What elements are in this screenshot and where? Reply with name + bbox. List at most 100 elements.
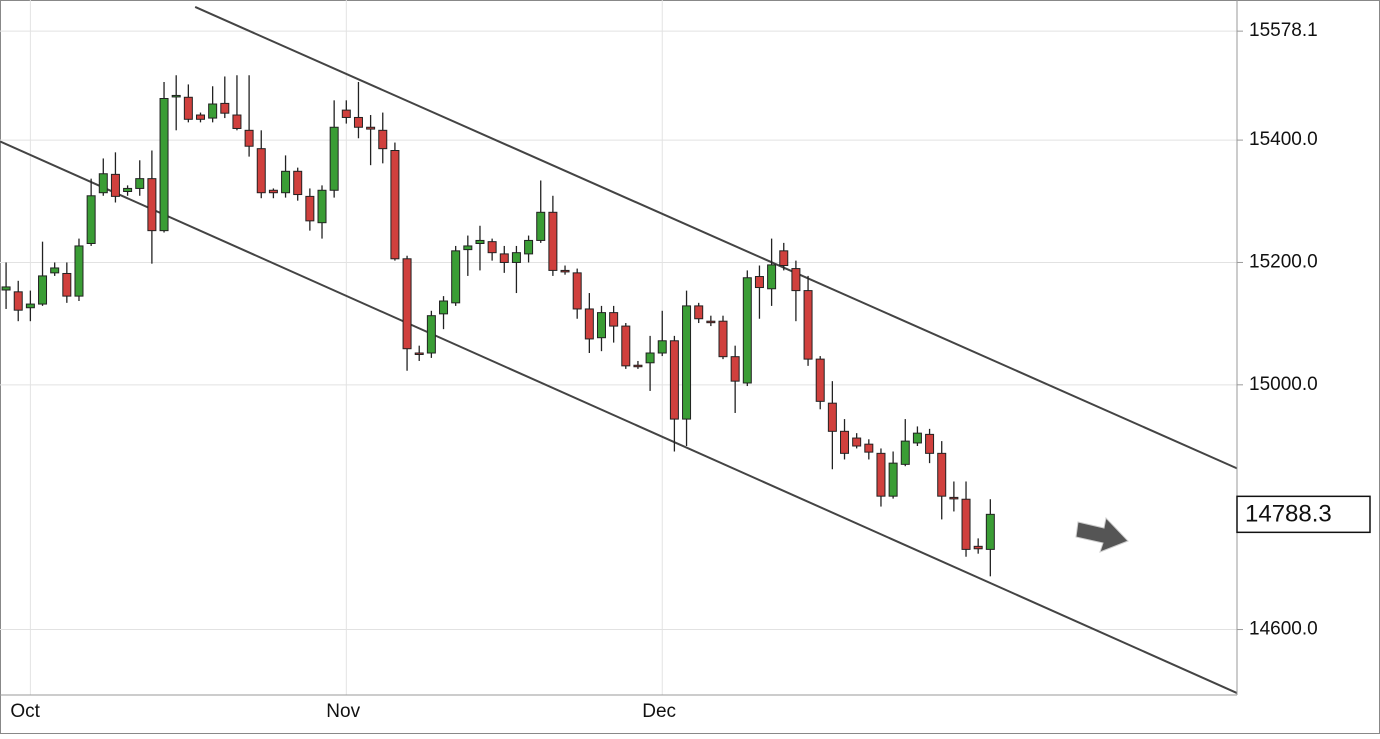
candle-body	[779, 250, 789, 267]
candle-body	[925, 433, 935, 454]
candle-body	[572, 272, 582, 310]
candle-body	[390, 150, 400, 260]
y-tick-label: 15000.0	[1249, 374, 1318, 395]
candle-body	[682, 305, 692, 420]
candle-body	[220, 102, 230, 114]
candle-body	[524, 239, 534, 255]
candle-body	[511, 252, 521, 263]
y-tick-label: 14600.0	[1249, 619, 1318, 640]
candle-body	[621, 325, 631, 367]
candle-body	[487, 241, 497, 254]
candle-body	[536, 211, 546, 241]
candle-body	[402, 258, 412, 350]
candle-body	[475, 239, 485, 244]
candle-body	[767, 264, 777, 290]
candle-body	[281, 170, 291, 194]
candle-body	[86, 195, 96, 244]
candle-body	[888, 462, 898, 497]
candle-body	[463, 245, 473, 251]
candle-body	[110, 173, 120, 197]
candle-body	[718, 320, 728, 358]
candle-body	[25, 303, 35, 309]
candle-body	[499, 253, 509, 263]
candle-body	[244, 129, 254, 147]
candle-body	[584, 308, 594, 340]
candle-body	[961, 498, 971, 550]
candle-body	[633, 364, 643, 368]
candle-body	[560, 269, 570, 273]
last-value-box	[1236, 495, 1371, 534]
candle-body	[256, 148, 266, 194]
candle-body	[669, 340, 679, 420]
candle-body	[694, 305, 704, 320]
trend-lines	[0, 6, 1238, 694]
x-tick-label: Nov	[326, 701, 360, 722]
candle-body	[548, 211, 558, 271]
candle-body	[742, 277, 752, 384]
candle-body	[840, 430, 850, 454]
y-tick-label: 15200.0	[1249, 251, 1318, 272]
candle-body	[74, 245, 84, 297]
candle-body	[341, 109, 351, 118]
candle-body	[159, 97, 169, 232]
candle-body	[937, 452, 947, 497]
candle-body	[730, 356, 740, 382]
candle-body	[852, 437, 862, 447]
candle-body	[973, 545, 983, 550]
candle-body	[293, 170, 303, 196]
candle-body	[62, 272, 72, 297]
candle-body	[195, 114, 205, 120]
candle-body	[329, 126, 339, 191]
candle-body	[135, 178, 145, 189]
candle-body	[645, 352, 655, 364]
candle-body	[657, 340, 667, 354]
trend-line	[0, 140, 1238, 694]
candles	[1, 75, 995, 577]
candle-body	[827, 402, 837, 432]
last-value-label: 14788.3	[1245, 501, 1332, 528]
candle-body	[13, 291, 23, 311]
y-tick-label: 15578.1	[1249, 20, 1318, 41]
candle-body	[268, 189, 278, 194]
candle-body	[596, 312, 606, 339]
candle-body	[985, 513, 995, 550]
candle-body	[50, 267, 60, 274]
candle-body	[98, 173, 108, 194]
candle-body	[147, 178, 157, 232]
grid	[0, 0, 1237, 695]
candle-body	[123, 187, 133, 192]
candle-body	[1, 286, 11, 291]
trend-line	[194, 6, 1238, 470]
candle-body	[317, 189, 327, 224]
candle-body	[232, 114, 242, 129]
x-tick-label: Oct	[10, 701, 40, 722]
candle-body	[38, 275, 48, 305]
candle-body	[171, 94, 181, 98]
candle-body	[366, 126, 376, 130]
candle-body	[791, 268, 801, 292]
candle-body	[451, 250, 461, 304]
candle-body	[609, 312, 619, 327]
candle-body	[949, 496, 959, 500]
candle-body	[426, 315, 436, 354]
candle-body	[305, 195, 315, 222]
candle-body	[900, 440, 910, 465]
candle-body	[353, 116, 363, 128]
candle-body	[208, 103, 218, 119]
labels: 14600.0 15000.0 15200.0 15400.0 15578.1 Oct No…	[10, 20, 1371, 722]
arrow-icon	[1075, 516, 1129, 553]
x-tick-label: Dec	[642, 701, 676, 722]
candle-body	[439, 300, 449, 315]
candle-body	[754, 276, 764, 289]
candle-body	[706, 320, 716, 324]
candle-body	[378, 129, 388, 150]
candle-body	[815, 358, 825, 402]
candle-body	[803, 290, 813, 360]
candle-body	[183, 96, 193, 120]
candle-body	[876, 452, 886, 497]
candle-body	[912, 432, 922, 444]
candle-body	[864, 443, 874, 453]
y-tick-label: 15400.0	[1249, 129, 1318, 150]
candle-body	[414, 352, 424, 356]
